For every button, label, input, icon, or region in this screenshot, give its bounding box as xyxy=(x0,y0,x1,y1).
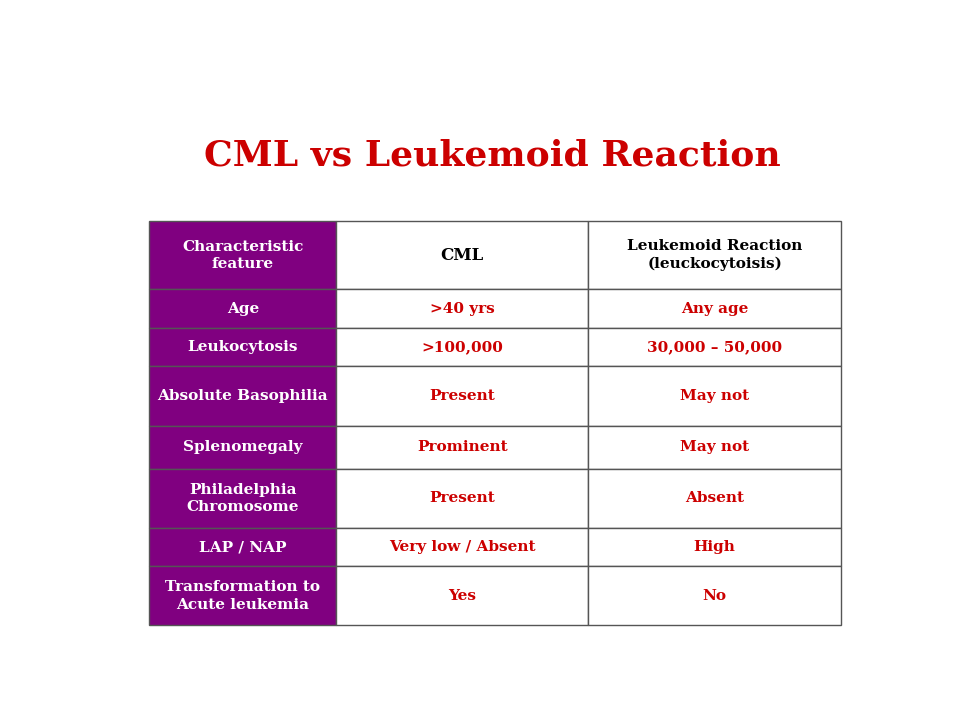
Text: Splenomegaly: Splenomegaly xyxy=(183,440,302,454)
Bar xyxy=(588,221,841,289)
Bar xyxy=(336,366,588,426)
Text: May not: May not xyxy=(680,440,749,454)
Bar xyxy=(150,528,336,567)
Text: Any age: Any age xyxy=(681,302,748,315)
Bar xyxy=(588,426,841,469)
Bar xyxy=(588,528,841,567)
Text: Present: Present xyxy=(429,389,495,403)
Bar xyxy=(336,289,588,328)
Text: Very low / Absent: Very low / Absent xyxy=(389,540,536,554)
Bar xyxy=(150,469,336,528)
Bar xyxy=(150,328,336,366)
Text: LAP / NAP: LAP / NAP xyxy=(199,540,286,554)
Text: Prominent: Prominent xyxy=(417,440,508,454)
Bar xyxy=(336,221,588,289)
Text: Philadelphia
Chromosome: Philadelphia Chromosome xyxy=(186,482,299,514)
Bar xyxy=(336,426,588,469)
Text: Characteristic
feature: Characteristic feature xyxy=(182,240,303,271)
Text: CML: CML xyxy=(441,247,484,264)
Bar xyxy=(588,469,841,528)
Bar xyxy=(336,469,588,528)
Text: Leukocytosis: Leukocytosis xyxy=(187,340,298,354)
Bar xyxy=(588,567,841,626)
Bar xyxy=(336,328,588,366)
Bar xyxy=(150,289,336,328)
Text: Present: Present xyxy=(429,491,495,505)
Text: Transformation to
Acute leukemia: Transformation to Acute leukemia xyxy=(165,580,321,611)
Bar xyxy=(336,567,588,626)
Bar xyxy=(336,528,588,567)
Text: May not: May not xyxy=(680,389,749,403)
Text: Absolute Basophilia: Absolute Basophilia xyxy=(157,389,328,403)
Text: High: High xyxy=(694,540,735,554)
Bar xyxy=(150,221,336,289)
Bar xyxy=(150,366,336,426)
Text: Absent: Absent xyxy=(685,491,744,505)
Bar xyxy=(150,426,336,469)
Bar xyxy=(588,328,841,366)
Text: 30,000 – 50,000: 30,000 – 50,000 xyxy=(647,340,782,354)
Text: >100,000: >100,000 xyxy=(421,340,503,354)
Text: CML vs Leukemoid Reaction: CML vs Leukemoid Reaction xyxy=(204,139,780,173)
Bar xyxy=(588,366,841,426)
Text: No: No xyxy=(703,589,727,603)
Text: >40 yrs: >40 yrs xyxy=(430,302,494,315)
Text: Yes: Yes xyxy=(448,589,476,603)
Text: Age: Age xyxy=(227,302,259,315)
Bar xyxy=(588,289,841,328)
Bar xyxy=(150,567,336,626)
Text: Leukemoid Reaction
(leuckocytoisis): Leukemoid Reaction (leuckocytoisis) xyxy=(627,239,803,271)
